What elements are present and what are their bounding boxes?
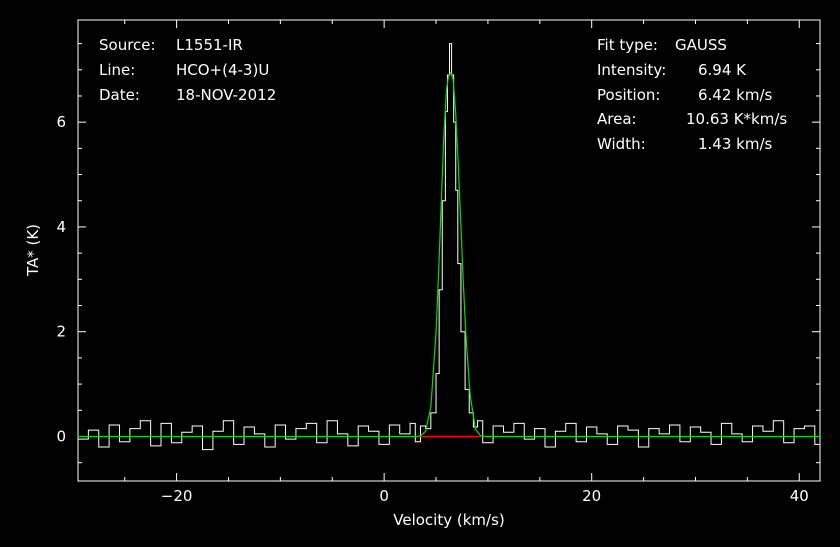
y-tick-label: 6 (56, 113, 66, 131)
position-label: Position: (597, 86, 661, 104)
line-label: Line: (99, 61, 136, 79)
x-tick-label: 0 (379, 487, 389, 505)
source-value: L1551-IR (176, 36, 243, 54)
y-tick-label: 2 (56, 323, 66, 341)
tick-labels: −20 0 20 40 0 2 4 6 (56, 113, 808, 505)
plot-frame (77, 19, 821, 482)
fit-type-label: Fit type: (597, 36, 658, 54)
x-tick-label: 40 (790, 487, 809, 505)
x-tick-label: −20 (161, 487, 193, 505)
fit-type-value: GAUSS (675, 36, 727, 54)
y-tick-label: 4 (56, 218, 66, 236)
intensity-value: 6.94 K (698, 61, 747, 79)
date-label: Date: (99, 86, 140, 104)
position-value: 6.42 km/s (698, 86, 773, 104)
x-tick-label: 20 (582, 487, 601, 505)
source-label: Source: (99, 36, 156, 54)
date-value: 18-NOV-2012 (176, 86, 277, 104)
intensity-label: Intensity: (597, 61, 667, 79)
line-value: HCO+(4-3)U (176, 61, 270, 79)
y-axis-label: TA* (K) (24, 224, 42, 277)
axis-ticks (78, 20, 820, 481)
area-label: Area: (597, 110, 637, 128)
y-tick-label: 0 (56, 427, 66, 445)
width-value: 1.43 km/s (698, 135, 773, 153)
width-label: Width: (597, 135, 646, 153)
spectrum-line (78, 43, 821, 461)
gaussian-fit-line (78, 71, 820, 438)
area-value: 10.63 K*km/s (686, 110, 788, 128)
x-axis-label: Velocity (km/s) (393, 511, 504, 529)
